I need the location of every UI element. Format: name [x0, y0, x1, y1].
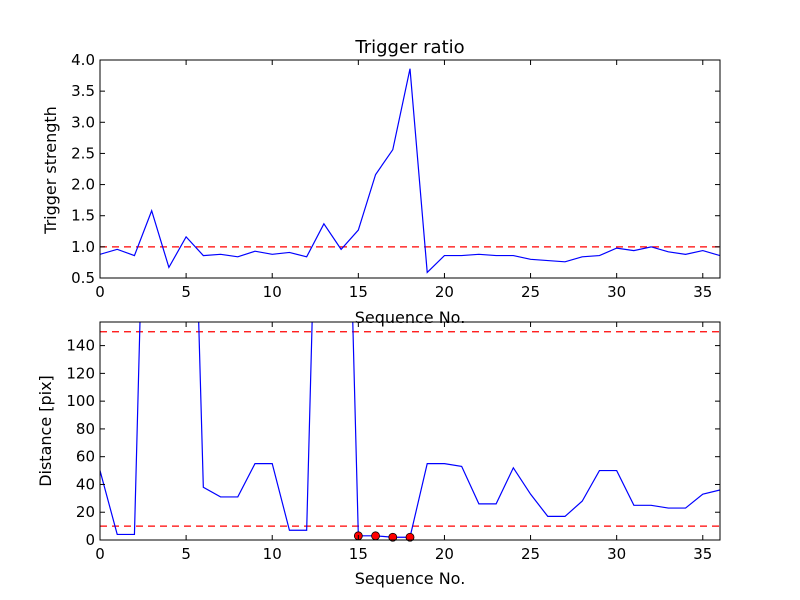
plot-area — [100, 68, 720, 274]
y-tick-label: 2.5 — [71, 144, 95, 162]
data-point-marker — [405, 532, 415, 542]
y-tick-label: 40 — [76, 475, 95, 493]
y-tick-label: 140 — [66, 337, 95, 355]
x-tick-label: 5 — [181, 545, 191, 563]
y-tick-label: 1.5 — [71, 207, 95, 225]
x-tick-label: 0 — [95, 545, 105, 563]
y-tick-label: 3.5 — [71, 82, 95, 100]
x-tick-label: 25 — [521, 545, 540, 563]
y-tick-label: 80 — [76, 420, 95, 438]
x-tick-label: 30 — [607, 545, 626, 563]
distance-chart: Sequence No. Distance [pix] 0 5 10 15 20 25 30… — [36, 321, 721, 588]
y-tick-label: 1.0 — [71, 238, 95, 256]
y-tick-label: 100 — [66, 392, 95, 410]
y-tick-label: 120 — [66, 364, 95, 382]
axes-frame — [99, 321, 721, 541]
x-tick-label: 15 — [349, 545, 368, 563]
x-tick-label: 0 — [95, 283, 105, 301]
y-axis-label: Trigger strength — [41, 106, 60, 235]
series-line — [100, 68, 720, 274]
y-tick-label: 0.5 — [71, 269, 95, 287]
x-tick-label: 25 — [521, 283, 540, 301]
x-axis-label: Sequence No. — [355, 308, 466, 327]
y-tick-label: 0 — [85, 531, 95, 549]
x-tick-label: 10 — [263, 283, 282, 301]
x-tick-label: 15 — [349, 283, 368, 301]
x-tick-label: 30 — [607, 283, 626, 301]
x-tick-label: 20 — [435, 545, 454, 563]
x-axis-label: Sequence No. — [355, 569, 466, 588]
data-point-marker — [371, 531, 380, 541]
y-tick-label: 20 — [76, 503, 95, 521]
x-tick-label: 35 — [693, 545, 712, 563]
axes-frame — [99, 59, 721, 279]
y-tick-label: 3.0 — [71, 113, 95, 131]
y-tick-label: 60 — [76, 448, 95, 466]
y-tick-label: 4.0 — [71, 51, 95, 69]
chart-title: Trigger ratio — [354, 37, 464, 58]
y-axis-label: Distance [pix] — [36, 375, 55, 487]
x-tick-label: 5 — [181, 283, 191, 301]
trigger-ratio-chart: Trigger ratio Sequence No. Trigger stren… — [41, 37, 721, 327]
y-tick-label: 2.0 — [71, 176, 95, 194]
data-point-marker — [388, 532, 398, 542]
x-tick-label: 35 — [693, 283, 712, 301]
x-tick-label: 10 — [263, 545, 282, 563]
x-tick-label: 20 — [435, 283, 454, 301]
